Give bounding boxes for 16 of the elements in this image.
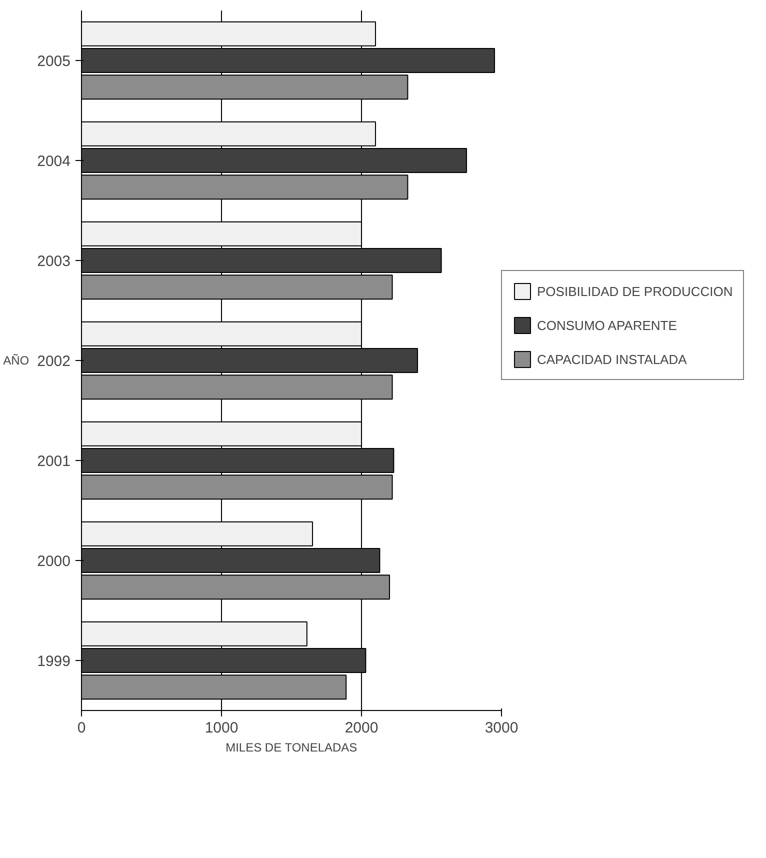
y-tick-label: 2004 — [37, 153, 71, 170]
x-tick-label: 1000 — [204, 720, 238, 736]
legend-label: CAPACIDAD INSTALADA — [537, 352, 687, 366]
y-tick-label: 2005 — [37, 53, 71, 70]
x-tick-label: 0 — [77, 720, 86, 736]
y-tick-label: 2002 — [37, 353, 71, 370]
y-axis-title: AÑO — [3, 354, 30, 368]
y-tick-label: 2001 — [37, 453, 71, 470]
x-axis-title: MILES DE TONELADAS — [226, 740, 358, 754]
y-tick-label: 2000 — [37, 553, 71, 570]
y-tick-label: 1999 — [37, 653, 71, 670]
legend-label: POSIBILIDAD DE PRODUCCION — [537, 284, 733, 298]
y-tick-label: 2003 — [37, 253, 71, 270]
x-tick-label: 2000 — [344, 720, 378, 736]
legend-label: CONSUMO APARENTE — [537, 318, 677, 332]
x-tick-label: 3000 — [484, 720, 518, 736]
